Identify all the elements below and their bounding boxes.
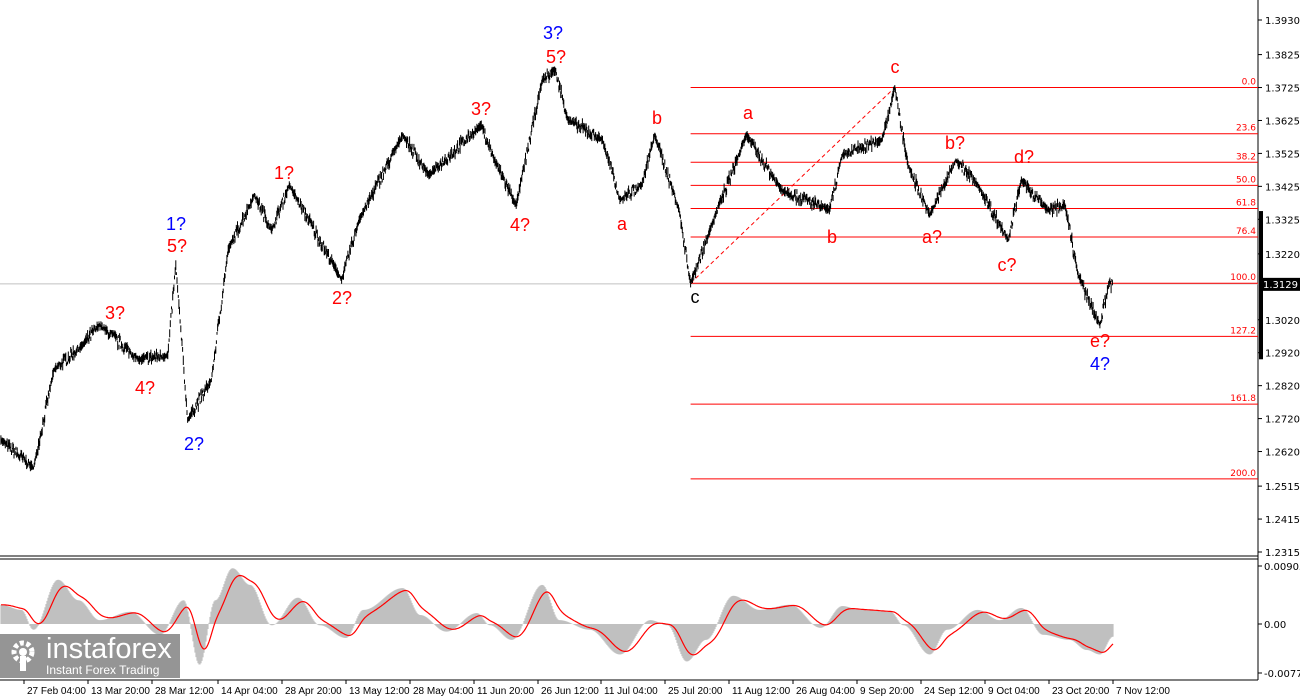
wave-label: 5?	[166, 236, 188, 256]
price-tick-label: 1.3825	[1265, 51, 1300, 62]
fib-level-label: 38.2	[1236, 152, 1256, 162]
fib-level-label: 0.0	[1242, 78, 1257, 88]
time-tick-label: 9 Sep 20:00	[860, 686, 914, 697]
wave-label: a	[742, 103, 754, 123]
wave-label: e?	[1089, 331, 1111, 351]
price-tick-label: 1.2720	[1265, 415, 1300, 426]
price-series	[0, 66, 1113, 472]
price-tick-label: 1.2415	[1265, 515, 1300, 526]
time-tick-label: 11 Jun 20:00	[477, 686, 535, 697]
fib-level-label: 100.0	[1230, 273, 1256, 283]
wave-label: 3?	[542, 23, 564, 43]
price-tick-label: 1.2515	[1265, 482, 1300, 493]
price-tick-label: 1.2315	[1265, 548, 1300, 559]
wave-label: c	[890, 57, 900, 77]
price-tick-label: 1.2820	[1265, 382, 1300, 393]
osc-tick-label: 0.00905	[1264, 562, 1300, 573]
time-tick-label: 13 Mar 20:00	[91, 686, 150, 697]
wave-label: 1?	[165, 214, 187, 234]
fib-level-label: 61.8	[1236, 198, 1256, 208]
wave-label: 1?	[273, 163, 295, 183]
wave-label: 2?	[331, 288, 353, 308]
time-tick-label: 28 May 04:00	[413, 686, 474, 697]
fib-level-label: 23.6	[1236, 124, 1256, 134]
fib-level-label: 50.0	[1236, 175, 1256, 185]
gear-icon	[11, 640, 35, 671]
wave-label: b?	[944, 133, 966, 153]
time-tick-label: 25 Jul 20:00	[668, 686, 723, 697]
price-tick-label: 1.3930	[1265, 16, 1300, 27]
price-tick-label: 1.3425	[1265, 182, 1300, 193]
time-tick-label: 7 Nov 12:00	[1116, 686, 1170, 697]
instaforex-logo: instaforex Instant Forex Trading	[0, 634, 180, 678]
osc-signal-line	[1, 574, 1114, 656]
time-tick-label: 14 Apr 04:00	[221, 686, 278, 697]
time-tick-label: 9 Oct 04:00	[988, 686, 1040, 697]
logo-name: instaforex	[46, 633, 172, 665]
price-tick-label: 1.2620	[1265, 448, 1300, 459]
price-tick-label: 1.3325	[1265, 215, 1300, 226]
wave-label: b	[651, 108, 663, 128]
current-price-label: 1.3129	[1263, 280, 1298, 291]
time-tick-label: 26 Jun 12:00	[541, 686, 599, 697]
price-tick-label: 1.2920	[1265, 349, 1300, 360]
wave-label: 3?	[104, 303, 126, 323]
wave-label: a?	[921, 227, 943, 247]
time-tick-label: 28 Apr 20:00	[285, 686, 342, 697]
price-tick-label: 1.3625	[1265, 116, 1300, 127]
wave-label: a	[616, 214, 628, 234]
logo-tagline: Instant Forex Trading	[46, 663, 160, 677]
time-tick-label: 11 Jul 04:00	[604, 686, 658, 697]
time-tick-label: 28 Mar 12:00	[155, 686, 214, 697]
price-tick-label: 1.3525	[1265, 149, 1300, 160]
fib-level-label: 161.8	[1230, 394, 1256, 404]
wave-label: 4?	[1089, 354, 1111, 374]
wave-label: 3?	[470, 99, 492, 119]
time-tick-label: 24 Sep 12:00	[924, 686, 984, 697]
wave-label: d?	[1013, 147, 1035, 167]
wave-label: 4?	[134, 378, 156, 398]
fib-level-label: 200.0	[1230, 469, 1256, 479]
wave-label: b	[826, 227, 838, 247]
wave-label: c	[690, 287, 700, 307]
wave-label: c?	[997, 255, 1017, 275]
time-tick-label: 26 Aug 04:00	[796, 686, 855, 697]
current-price-badge	[1260, 277, 1300, 291]
price-tick-label: 1.3725	[1265, 84, 1300, 95]
fib-level-label: 76.4	[1236, 227, 1256, 237]
price-tick-label: 1.3020	[1265, 316, 1300, 327]
wave-label: 5?	[545, 47, 567, 67]
osc-histogram	[0, 568, 1114, 665]
wave-label: 2?	[183, 434, 205, 454]
price-tick-label: 1.3220	[1265, 250, 1300, 261]
time-tick-label: 13 May 12:00	[349, 686, 410, 697]
fib-trend-line	[690, 87, 896, 284]
wave-label: 4?	[509, 215, 531, 235]
time-tick-label: 23 Oct 20:00	[1052, 686, 1110, 697]
time-tick-label: 27 Feb 04:00	[27, 686, 86, 697]
time-tick-label: 11 Aug 12:00	[732, 686, 791, 697]
osc-tick-label: 0.00	[1264, 620, 1286, 631]
fib-level-label: 127.2	[1230, 326, 1256, 336]
